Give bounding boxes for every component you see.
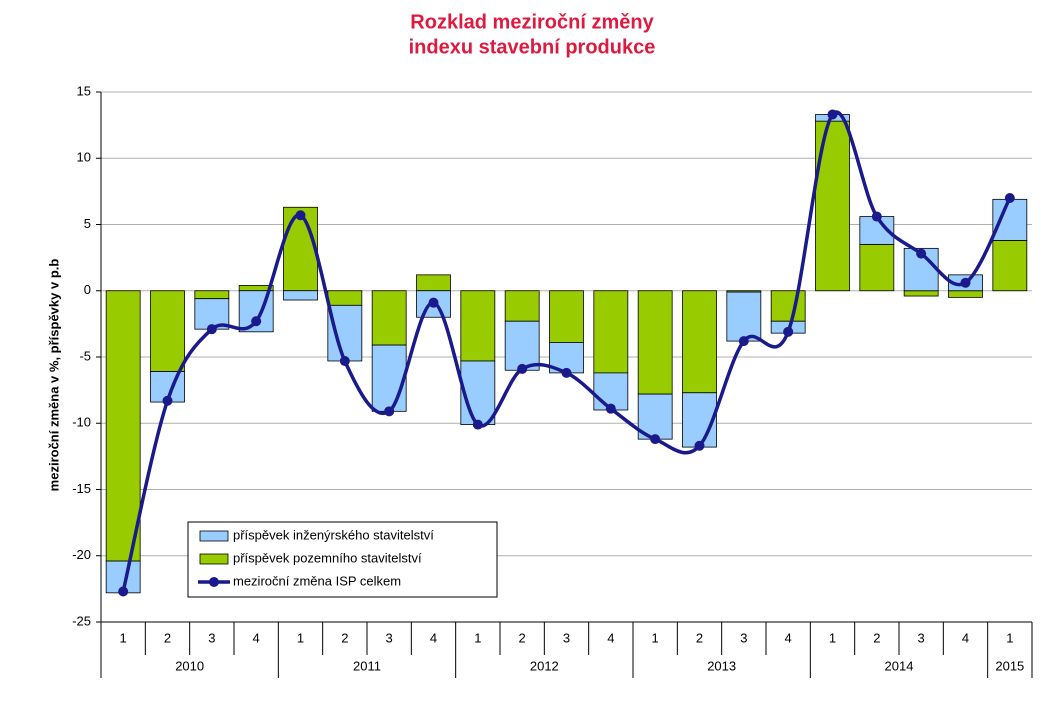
bar — [371, 344, 407, 412]
y-tick-label: -15 — [72, 481, 91, 496]
line-marker — [384, 406, 395, 417]
line-marker — [783, 326, 794, 337]
x-group-label: 2014 — [885, 658, 914, 673]
legend-label: meziroční změna ISP celkem — [233, 573, 401, 588]
x-group-label: 2013 — [707, 658, 736, 673]
y-axis-label: meziroční změna v %, příspěvky v p.b — [46, 259, 61, 492]
line-marker — [517, 363, 528, 374]
y-tick-label: 10 — [77, 150, 91, 165]
x-tick-label: 4 — [430, 630, 437, 645]
x-group-label: 2011 — [353, 658, 381, 673]
bar — [504, 290, 540, 322]
bar — [770, 290, 806, 322]
bar — [327, 290, 363, 306]
line-marker — [561, 367, 572, 378]
line-marker — [251, 316, 262, 327]
line-marker — [1004, 193, 1015, 203]
y-tick-label: -25 — [72, 613, 91, 628]
y-tick-label: -5 — [79, 348, 91, 363]
x-tick-label: 4 — [785, 630, 792, 645]
bar — [682, 290, 717, 394]
bar — [460, 290, 496, 362]
x-tick-label: 2 — [519, 630, 526, 645]
bar — [948, 290, 983, 298]
x-tick-label: 1 — [652, 630, 659, 645]
y-tick-label: 15 — [77, 83, 91, 98]
x-tick-label: 3 — [386, 630, 393, 645]
bar — [371, 290, 407, 346]
x-tick-label: 1 — [297, 630, 304, 645]
line-marker — [472, 419, 483, 430]
x-tick-label: 3 — [563, 630, 570, 645]
y-tick-label: 5 — [84, 216, 91, 231]
x-tick-label: 1 — [474, 630, 481, 645]
x-tick-label: 1 — [829, 630, 836, 645]
line-marker — [605, 403, 616, 414]
line-marker — [206, 324, 217, 335]
line — [121, 110, 1012, 592]
line-marker — [694, 440, 705, 451]
bar — [327, 304, 363, 362]
bar — [283, 290, 318, 301]
x-tick-label: 2 — [341, 630, 348, 645]
bar — [593, 290, 629, 374]
line-marker — [738, 336, 749, 347]
x-group-label: 2015 — [995, 658, 1024, 673]
bar — [859, 243, 895, 292]
chart-title: Rozklad meziroční změny — [410, 11, 654, 33]
legend-label: příspěvek inženýrského stavitelství — [233, 527, 434, 542]
x-tick-label: 1 — [1006, 630, 1013, 645]
x-tick-label: 2 — [873, 630, 880, 645]
line-marker — [339, 355, 350, 366]
line-marker — [916, 248, 927, 259]
x-tick-label: 1 — [120, 630, 127, 645]
y-tick-label: 0 — [84, 282, 91, 297]
line-marker — [650, 434, 661, 445]
x-tick-label: 2 — [696, 630, 703, 645]
legend-label: příspěvek pozemního stavitelství — [233, 550, 422, 565]
bar — [903, 290, 939, 297]
line-marker — [827, 109, 838, 120]
bar — [105, 290, 141, 562]
x-group-label: 2010 — [175, 658, 204, 673]
bar — [504, 320, 540, 371]
line-marker — [118, 586, 129, 597]
x-group-label: 2012 — [530, 658, 559, 673]
bar — [726, 291, 762, 342]
x-tick-label: 4 — [962, 630, 969, 645]
x-tick-label: 3 — [918, 630, 925, 645]
bar — [194, 290, 230, 300]
line-marker — [162, 395, 173, 406]
x-tick-label: 4 — [253, 630, 260, 645]
bar — [637, 290, 673, 395]
bar — [283, 206, 318, 292]
bar — [992, 239, 1028, 292]
x-tick-label: 2 — [164, 630, 171, 645]
x-tick-label: 3 — [208, 630, 215, 645]
bar — [460, 360, 496, 425]
line-marker — [295, 210, 306, 221]
legend-swatch — [209, 577, 219, 587]
legend-swatch — [199, 553, 229, 565]
x-tick-label: 3 — [740, 630, 747, 645]
y-tick-label: -10 — [72, 415, 91, 430]
line-marker — [960, 277, 971, 288]
line-marker — [428, 297, 439, 308]
line-marker — [871, 211, 882, 222]
legend — [187, 521, 498, 598]
bar — [992, 198, 1028, 241]
bar — [549, 290, 584, 343]
bar — [416, 274, 451, 292]
chart-title: indexu stavební produkce — [409, 36, 656, 58]
x-tick-label: 4 — [607, 630, 614, 645]
y-tick-label: -20 — [72, 547, 91, 562]
bar — [150, 290, 185, 372]
legend-swatch — [199, 530, 229, 542]
